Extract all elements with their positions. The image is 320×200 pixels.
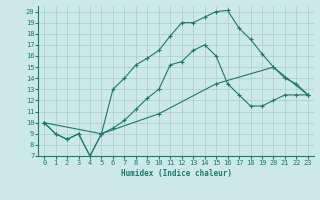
X-axis label: Humidex (Indice chaleur): Humidex (Indice chaleur) <box>121 169 231 178</box>
